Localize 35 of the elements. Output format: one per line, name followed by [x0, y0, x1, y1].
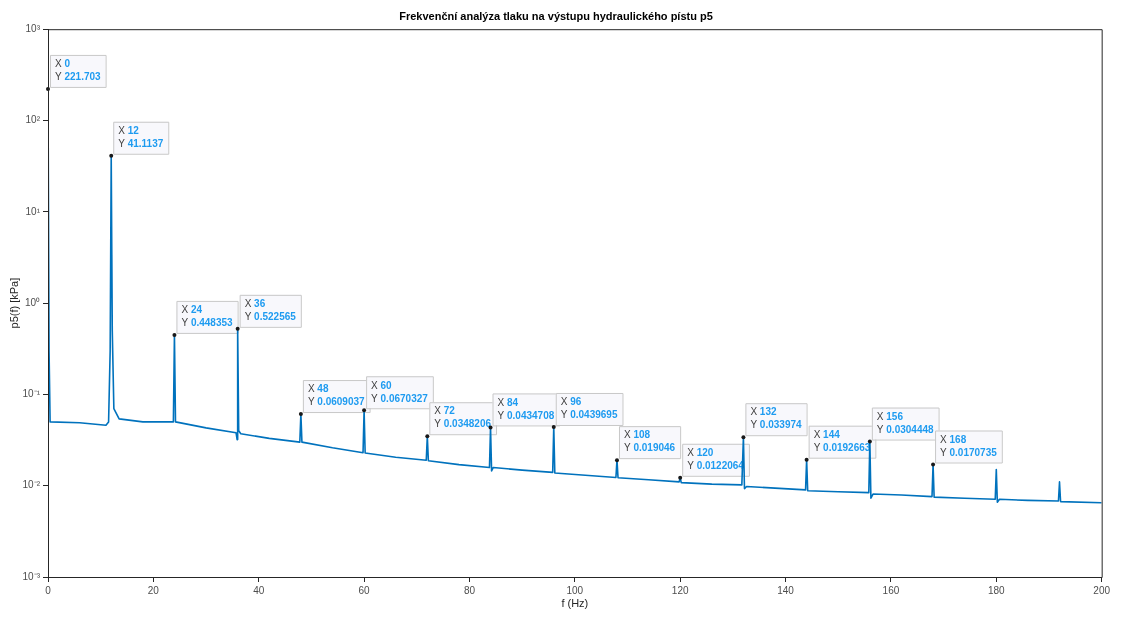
x-tick-label: 80 [463, 584, 476, 596]
x-tick-label: 100 [566, 584, 584, 596]
chart-title: Frekvenční analýza tlaku na výstupu hydraulického pístu p5 [399, 9, 713, 22]
annotation: X 132 Y 0.033974 [750, 406, 803, 431]
x-tick-label: 120 [671, 584, 689, 596]
y-tick-label: 10³ [25, 22, 41, 34]
annotation: X 72 Y 0.0348206 [434, 405, 492, 430]
annotation: X 84 Y 0.0434708 [497, 396, 555, 421]
x-tick-label: 140 [777, 584, 795, 596]
annotation: X 60 Y 0.0670327 [371, 379, 429, 404]
y-axis-title: p5(f) [kPa] [7, 277, 20, 329]
y-tick-label: 10⁻² [22, 479, 41, 491]
annotation: X 156 Y 0.0304448 [876, 410, 935, 435]
x-tick-label: 40 [253, 584, 265, 596]
annotation: X 0 Y 221.703 [55, 58, 102, 83]
annotation: X 108 Y 0.019046 [623, 429, 676, 454]
x-tick-label: 0 [45, 584, 52, 596]
annotation: X 24 Y 0.448353 [181, 304, 234, 329]
x-tick-label: 160 [882, 584, 900, 596]
x-tick-label: 60 [358, 584, 371, 596]
y-tick-label: 10² [25, 114, 41, 126]
y-tick-label: 10⁻¹ [22, 388, 41, 400]
annotation: X 12 Y 41.1137 [118, 124, 164, 149]
x-tick-label: 180 [987, 584, 1006, 596]
y-tick-label: 10⁻³ [22, 570, 41, 582]
x-axis-title: f (Hz) [561, 597, 589, 610]
y-tick-label: 10¹ [25, 205, 41, 217]
x-tick-label: 200 [1093, 584, 1111, 596]
annotation: X 48 Y 0.0609037 [307, 383, 366, 408]
annotation: X 36 Y 0.522565 [244, 298, 297, 323]
y-tick-label: 10⁰ [24, 296, 40, 308]
annotation: X 144 Y 0.0192663 [813, 428, 871, 453]
x-tick-label: 20 [147, 584, 160, 596]
annotation: X 168 Y 0.0170735 [940, 433, 998, 458]
annotation: X 96 Y 0.0439695 [560, 396, 618, 421]
